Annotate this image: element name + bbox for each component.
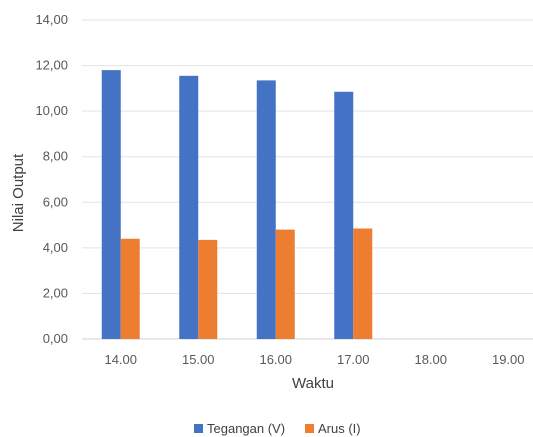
- y-tick-label: 10,00: [35, 103, 68, 118]
- x-tick-label: 19.00: [492, 352, 525, 367]
- y-tick-label: 4,00: [43, 240, 68, 255]
- legend-label-tegangan: Tegangan (V): [207, 421, 285, 436]
- x-axis-ticks: 14.00 15.00 16.00 17.00 18.00 19.00: [104, 352, 524, 367]
- bar-tegangan-15.00: [179, 75, 199, 339]
- bar-tegangan-14.00: [101, 70, 121, 339]
- y-tick-label: 12,00: [35, 58, 68, 73]
- y-tick-label: 14,00: [35, 12, 68, 27]
- legend-swatch-arus: [305, 424, 314, 433]
- legend-label-arus: Arus (I): [318, 421, 361, 436]
- bar-arus-15.00: [198, 239, 218, 339]
- bar-arus-17.00: [353, 228, 373, 339]
- y-tick-label: 8,00: [43, 149, 68, 164]
- bar-arus-14.00: [120, 238, 140, 339]
- bar-tegangan-16.00: [256, 80, 276, 339]
- x-tick-label: 16.00: [259, 352, 292, 367]
- bar-arus-16.00: [275, 229, 295, 339]
- y-axis-title: Nilai Output: [10, 153, 27, 232]
- legend: Tegangan (V) Arus (I): [194, 421, 361, 436]
- x-tick-label: 18.00: [414, 352, 447, 367]
- bar-tegangan-17.00: [334, 91, 354, 340]
- x-tick-label: 14.00: [104, 352, 137, 367]
- gridlines: [82, 19, 533, 340]
- y-tick-label: 0,00: [43, 331, 68, 346]
- y-tick-label: 2,00: [43, 285, 68, 300]
- x-axis-title: Waktu: [292, 375, 334, 392]
- bars: [101, 70, 373, 340]
- x-tick-label: 15.00: [182, 352, 215, 367]
- y-tick-label: 6,00: [43, 194, 68, 209]
- legend-swatch-tegangan: [194, 424, 203, 433]
- x-tick-label: 17.00: [337, 352, 370, 367]
- y-axis-ticks: 0,00 2,00 4,00 6,00 8,00 10,00 12,00 14,00: [35, 12, 68, 346]
